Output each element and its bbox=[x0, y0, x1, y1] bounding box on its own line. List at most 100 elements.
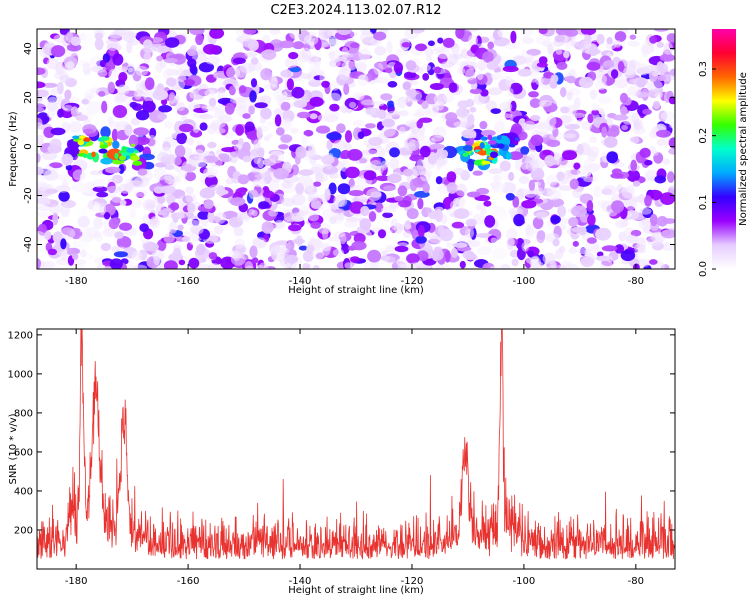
spectrogram-cell bbox=[44, 41, 55, 48]
spectrogram-cell bbox=[549, 198, 564, 208]
spectrogram-cell bbox=[190, 129, 203, 138]
spectrogram-cell bbox=[389, 147, 400, 158]
spectrogram-cell bbox=[37, 166, 44, 176]
spectrogram-hotspot bbox=[130, 155, 140, 161]
spectrogram-cell bbox=[646, 235, 663, 247]
spectrogram-cell bbox=[618, 231, 627, 242]
spectrogram-cell bbox=[324, 115, 335, 122]
spectrogram-cell bbox=[597, 95, 612, 105]
spectrogram-cell bbox=[310, 200, 322, 209]
spectrogram-cell bbox=[469, 88, 482, 95]
spectrogram-cell bbox=[361, 149, 378, 156]
spectrogram-cell bbox=[280, 69, 294, 78]
spectrogram-cells bbox=[37, 29, 675, 269]
spectrogram-cell bbox=[490, 108, 502, 114]
spectrogram-hotspot bbox=[72, 135, 80, 140]
spectrogram-cell bbox=[615, 220, 628, 229]
spectrogram-cell bbox=[558, 185, 574, 191]
spectrogram-cell bbox=[560, 177, 570, 184]
spectrogram-cell bbox=[49, 162, 63, 169]
spectrogram-cell bbox=[538, 100, 553, 107]
spectrogram-hotspot bbox=[508, 143, 516, 148]
spectrogram-cell bbox=[621, 124, 628, 131]
spectrogram-cell bbox=[282, 118, 291, 124]
spectrogram-cell bbox=[273, 88, 287, 102]
spectrogram-cell bbox=[232, 57, 246, 65]
spectrogram-cell bbox=[377, 109, 387, 120]
spectrogram-hotspot bbox=[83, 153, 88, 159]
spectrogram-cell bbox=[499, 160, 511, 172]
x-tick-label: -160 bbox=[177, 576, 200, 587]
spectrogram-cell bbox=[455, 197, 465, 205]
spectrogram-cell bbox=[352, 119, 365, 127]
spectrogram-cell bbox=[118, 164, 125, 175]
spectrogram-cell bbox=[100, 126, 111, 138]
spectrogram-cell bbox=[575, 119, 586, 126]
spectrogram-cell bbox=[586, 200, 594, 212]
spectrogram-cell bbox=[556, 61, 568, 70]
spectrogram-cell bbox=[61, 153, 74, 166]
spectrogram-cell bbox=[421, 101, 429, 109]
spectrogram-cell bbox=[156, 152, 170, 163]
spectrogram-cell bbox=[75, 208, 89, 216]
spectrogram-cell bbox=[204, 175, 218, 188]
spectrogram-cell bbox=[620, 106, 628, 116]
spectrogram-cell bbox=[446, 182, 458, 194]
spectrogram-cell bbox=[177, 169, 188, 179]
spectrogram-cell bbox=[535, 181, 541, 187]
spectrogram-cell bbox=[229, 97, 245, 104]
spectrogram-cell bbox=[237, 174, 250, 185]
spectrogram-cell bbox=[164, 121, 173, 130]
spectrogram-cell bbox=[465, 68, 476, 81]
spectrogram-cell bbox=[291, 86, 305, 99]
spectrogram-cell bbox=[310, 221, 321, 229]
spectrogram-cell bbox=[592, 185, 603, 198]
spectrogram-cell bbox=[70, 263, 85, 269]
spectrogram-cell bbox=[406, 253, 420, 264]
spectrogram-cell bbox=[488, 168, 503, 175]
spectrogram-cell bbox=[536, 62, 548, 68]
spectrogram-cell bbox=[638, 219, 651, 230]
spectrogram-cell bbox=[523, 120, 536, 131]
spectrogram-hotspot bbox=[98, 148, 108, 154]
spectrogram-cell bbox=[555, 264, 567, 269]
spectrogram-cell bbox=[37, 196, 51, 207]
spectrogram-hotspot bbox=[100, 136, 110, 141]
spectrogram-hotspot bbox=[99, 144, 108, 149]
spectrogram-cell bbox=[164, 37, 180, 48]
spectrogram-cell bbox=[87, 200, 95, 210]
chart-title: C2E3.2024.113.02.07.R12 bbox=[270, 3, 441, 18]
spectrogram-cell bbox=[440, 61, 455, 68]
spectrogram-cell bbox=[262, 190, 275, 198]
spectrogram-cell bbox=[402, 81, 412, 91]
spectrogram-cell bbox=[60, 238, 67, 250]
spectrogram-cell bbox=[351, 241, 367, 251]
spectrogram-cell bbox=[386, 40, 393, 54]
spectrogram-cell bbox=[37, 231, 46, 242]
spectrogram-cell bbox=[94, 32, 104, 40]
spectrogram-cell bbox=[214, 225, 224, 234]
spectrogram-cell bbox=[50, 127, 66, 136]
spectrogram-cell bbox=[221, 147, 237, 153]
spectrogram-cell bbox=[610, 172, 624, 179]
spectrogram-cell bbox=[328, 51, 335, 60]
spectrogram-cell bbox=[301, 47, 312, 60]
spectrogram-cell bbox=[113, 97, 126, 104]
spectrogram-cell bbox=[383, 256, 396, 264]
spectrogram-cell bbox=[289, 67, 301, 73]
spectrogram-cell bbox=[70, 258, 87, 265]
spectrogram-cell bbox=[163, 260, 178, 269]
y-tick-label: 1200 bbox=[8, 330, 33, 341]
spectrogram-cell bbox=[568, 247, 578, 254]
spectrogram-panel: -180 -160 -140 -120 -100 -80 -40 -20 0 20 40 Heigh… bbox=[8, 28, 749, 296]
spectrogram-cell bbox=[602, 185, 617, 196]
spectrogram-cell bbox=[37, 205, 51, 212]
spectrogram-cell bbox=[133, 189, 148, 198]
spectrogram-cell bbox=[242, 217, 250, 223]
spectrogram-cell bbox=[614, 31, 627, 42]
spectrogram-cell bbox=[93, 217, 103, 230]
spectrogram-cell bbox=[137, 168, 148, 176]
spectrogram-cell bbox=[208, 252, 218, 260]
spectrogram-cell bbox=[414, 108, 431, 116]
spectrogram-cell bbox=[488, 205, 504, 212]
